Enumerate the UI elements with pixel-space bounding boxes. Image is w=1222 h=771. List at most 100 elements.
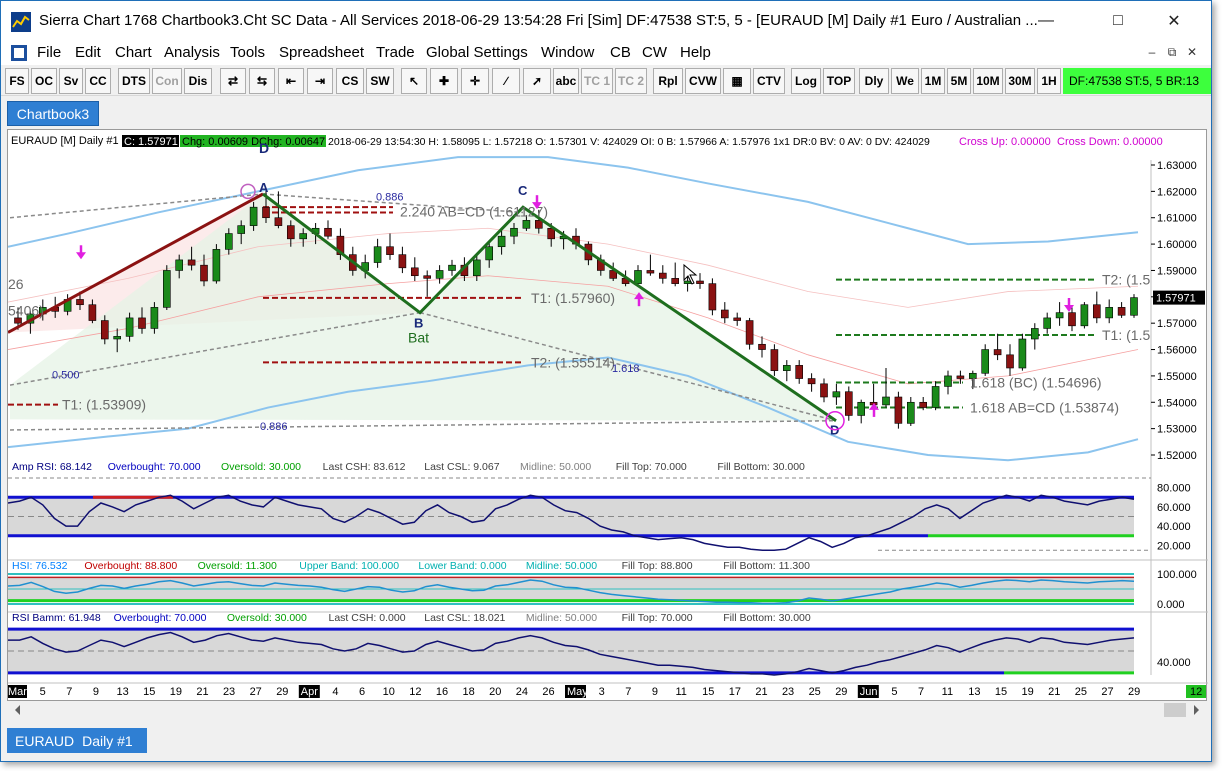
menu-cw[interactable]: CW [642, 44, 667, 61]
date-axis-label: 7 [918, 686, 924, 698]
t2-mid-label: T2: (1.55514) [531, 354, 615, 370]
tc1-button[interactable]: TC 1 [581, 68, 613, 94]
cvw-button[interactable]: CVW [685, 68, 721, 94]
candle-body [782, 365, 791, 371]
mdi-close-button[interactable]: ✕ [1186, 45, 1198, 59]
candle-body [1080, 304, 1089, 327]
scroll-right-icon[interactable]: ⇥ [307, 68, 333, 94]
candle-body [857, 401, 866, 416]
date-axis-label: 29 [835, 686, 847, 698]
line-tool-icon[interactable]: ∕ [492, 68, 520, 94]
candle-body [485, 246, 494, 261]
pattern-name-bat: Bat [408, 330, 429, 346]
cc-button[interactable]: CC [85, 68, 111, 94]
menu-tools[interactable]: Tools [230, 44, 266, 61]
mdi-restore-button[interactable]: ⧉ [1167, 45, 1177, 59]
price-axis-label: 1.62000 [1157, 186, 1197, 198]
hsi-axis-label-0: 0.000 [1157, 599, 1185, 611]
rpl-button[interactable]: Rpl [653, 68, 683, 94]
candle-body [534, 220, 543, 229]
amp-rsi-header-6: Fill Top: 70.000 [616, 461, 687, 473]
horizontal-scrollbar[interactable] [7, 701, 1207, 719]
pattern-label-a: A [259, 180, 269, 195]
dis-button[interactable]: Dis [184, 68, 212, 94]
date-axis-label: 16 [436, 686, 448, 698]
candle-body [758, 343, 766, 350]
menu-window[interactable]: Window [541, 44, 595, 61]
close-button[interactable]: ✕ [1167, 13, 1181, 30]
rsi-bamm-axis-label: 40.000 [1157, 657, 1191, 669]
chartbook-tab-row: Chartbook3 [1, 98, 1211, 126]
5m-button[interactable]: 5M [947, 68, 971, 94]
mouse-cursor-icon [683, 263, 698, 285]
ab-cd-right-label: 1.618 AB=CD (1.53874) [970, 400, 1119, 416]
scroll-left-icon[interactable]: ⇤ [278, 68, 304, 94]
sv-button[interactable]: Sv [59, 68, 83, 94]
pointer-icon[interactable]: ↖ [401, 68, 427, 94]
candle-body [981, 349, 990, 374]
rsi-bamm-header-2: Oversold: 30.000 [227, 612, 307, 624]
log-button[interactable]: Log [791, 68, 821, 94]
minimize-button[interactable]: — [1038, 12, 1054, 29]
menu-edit[interactable]: Edit [75, 44, 101, 61]
ctv-button[interactable]: CTV [753, 68, 785, 94]
title-bar[interactable]: Sierra Chart 1768 Chartbook3.Cht SC Data… [1, 1, 1211, 41]
zoom-out-icon[interactable]: ⇆ [249, 68, 275, 94]
rsi-bamm-header-1: Overbought: 70.000 [114, 612, 207, 624]
1m-button[interactable]: 1M [921, 68, 945, 94]
sw-button[interactable]: SW [366, 68, 394, 94]
crosshair-icon[interactable]: ✚ [430, 68, 458, 94]
top-button[interactable]: TOP [823, 68, 855, 94]
date-axis-label: 21 [1048, 686, 1060, 698]
30m-button[interactable]: 30M [1005, 68, 1035, 94]
calendar-icon[interactable]: ▦ [723, 68, 751, 94]
menu-cb[interactable]: CB [610, 44, 631, 61]
chart-area[interactable]: EURAUD [M] Daily #1 C: 1.57971 Chg: 0.0060… [6, 129, 1208, 702]
ab-cd-top-label: 2.240 AB=CD (1.61127) [400, 203, 548, 219]
weekly-button[interactable]: We [891, 68, 919, 94]
10m-button[interactable]: 10M [973, 68, 1003, 94]
candle-body [795, 365, 804, 379]
abcd-legs-line [262, 192, 837, 422]
date-axis-label: 11 [942, 686, 953, 698]
tc2-button[interactable]: TC 2 [615, 68, 647, 94]
menu-global-settings[interactable]: Global Settings [426, 44, 528, 61]
text-tool-button[interactable]: abc [553, 68, 579, 94]
price-axis-label: 1.55000 [1157, 371, 1197, 383]
date-axis-label: 19 [1022, 686, 1034, 698]
chart-window-icon[interactable] [11, 45, 27, 61]
menu-trade[interactable]: Trade [376, 44, 415, 61]
1h-button[interactable]: 1H [1037, 68, 1061, 94]
rsi-bamm-header-3: Last CSH: 0.000 [329, 612, 406, 624]
date-axis-label: 3 [599, 686, 605, 698]
cs-button[interactable]: CS [336, 68, 364, 94]
candle-body [237, 225, 245, 234]
mdi-minimize-button[interactable]: – [1148, 45, 1156, 59]
menu-spreadsheet[interactable]: Spreadsheet [279, 44, 365, 61]
chart-tab-euraud-daily[interactable]: EURAUD Daily #1 [7, 728, 147, 753]
t1-right-label: T1: (1.5 [1102, 327, 1150, 343]
candle-body [497, 235, 506, 248]
con-button[interactable]: Con [152, 68, 182, 94]
signal-arrow-up-2-head [869, 402, 879, 410]
hsi-header-2: Oversold: 11.300 [198, 560, 277, 572]
date-axis-label: 15 [143, 686, 155, 698]
fs-button[interactable]: FS [5, 68, 29, 94]
tab-chartbook3[interactable]: Chartbook3 [7, 101, 99, 126]
menu-help[interactable]: Help [680, 44, 711, 61]
hsi-header-0: HSI: 76.532 [12, 560, 68, 572]
oc-button[interactable]: OC [31, 68, 57, 94]
cursor-icon[interactable]: ✛ [461, 68, 489, 94]
zoom-in-icon[interactable]: ⇄ [220, 68, 246, 94]
scrollbar-track[interactable] [7, 701, 1207, 719]
date-axis-label: 6 [359, 686, 365, 698]
menu-file[interactable]: File [37, 44, 62, 61]
ray-tool-icon[interactable]: ➚ [523, 68, 551, 94]
menu-analysis[interactable]: Analysis [164, 44, 220, 61]
date-axis-label: 15 [702, 686, 714, 698]
chart-canvas[interactable]: EURAUD [M] Daily #1 C: 1.57971 Chg: 0.0060… [6, 130, 1208, 702]
daily-button[interactable]: Dly [859, 68, 889, 94]
maximize-button[interactable]: □ [1113, 12, 1123, 29]
dts-button[interactable]: DTS [118, 68, 150, 94]
menu-chart[interactable]: Chart [115, 44, 152, 61]
